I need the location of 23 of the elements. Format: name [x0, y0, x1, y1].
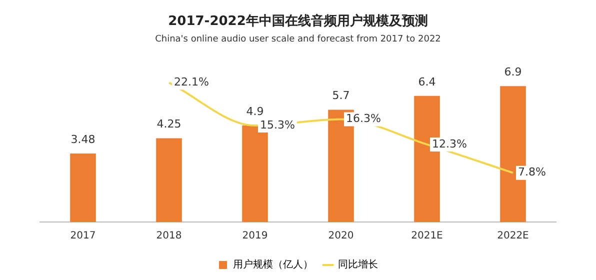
x-tick-label: 2022E — [497, 230, 529, 242]
legend-label: 同比增长 — [338, 258, 378, 271]
chart-subtitle: China's online audio user scale and forecast from 2017 to 2022 — [155, 34, 441, 44]
x-tick-label: 2021E — [411, 230, 443, 242]
data-label: 5.7 — [332, 89, 350, 102]
data-label: 15.3% — [260, 118, 295, 132]
x-tick-label: 2019 — [242, 230, 268, 242]
legend-label: 用户规模（亿人） — [233, 258, 313, 271]
x-tick-label: 2020 — [328, 230, 354, 242]
data-label: 4.9 — [246, 104, 264, 118]
bar — [156, 138, 182, 222]
data-label: 12.3% — [432, 137, 467, 150]
data-label: 6.9 — [504, 65, 522, 78]
data-label: 4.25 — [156, 118, 182, 131]
data-label: 22.1% — [174, 76, 209, 89]
chart-title: 2017-2022年中国在线音频用户规模及预测 — [168, 13, 428, 30]
data-label: 16.3% — [346, 112, 381, 126]
x-tick-label: 2017 — [70, 230, 96, 242]
bar — [70, 153, 96, 222]
data-label: 6.4 — [418, 75, 436, 88]
data-label: 7.8% — [518, 166, 546, 179]
x-tick-label: 2018 — [156, 230, 182, 242]
data-label: 3.48 — [70, 132, 96, 146]
